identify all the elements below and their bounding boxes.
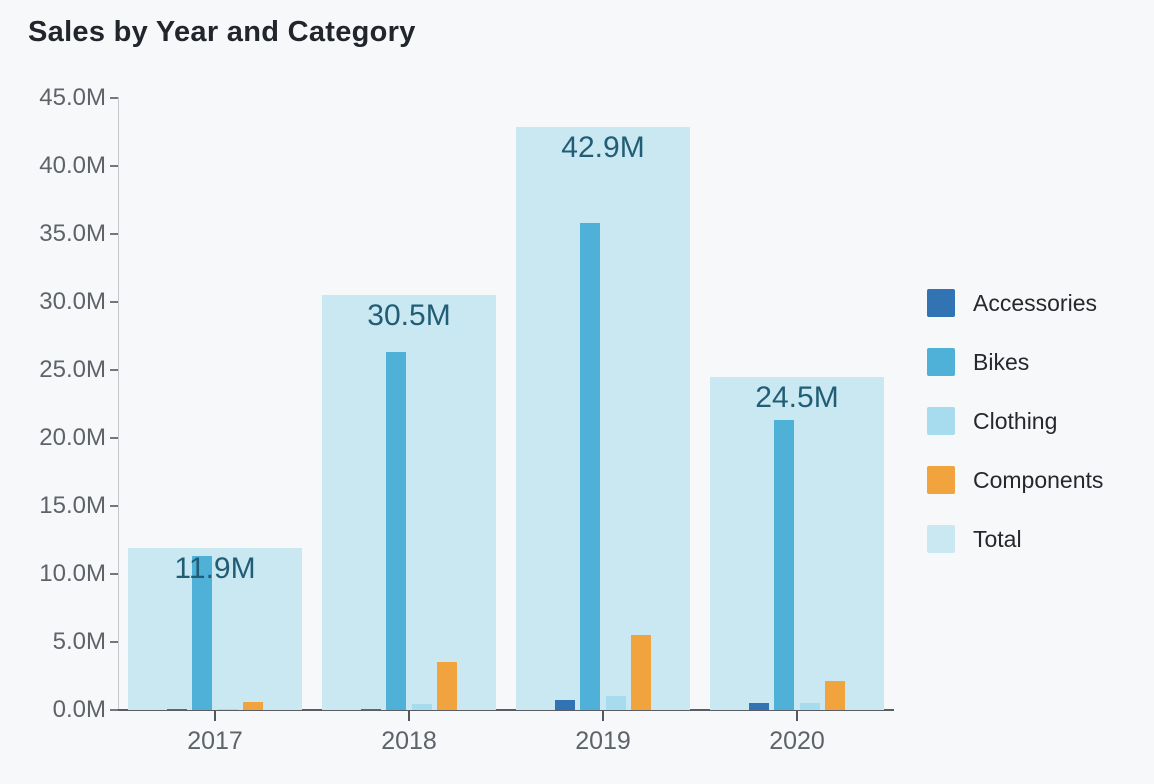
y-tick-label: 20.0M [39,424,106,451]
y-tick-label: 40.0M [39,152,106,179]
y-tick-mark [110,641,118,643]
bar-accessories-2018[interactable] [360,708,381,710]
bar-clothing-2018[interactable] [411,703,432,710]
y-axis-line [118,97,119,710]
legend-label-bikes: Bikes [973,348,1030,375]
bar-total-2017[interactable] [128,548,302,710]
legend-item-total[interactable]: Total [927,525,1103,553]
bar-clothing-2019[interactable] [605,696,626,710]
legend-item-accessories[interactable]: Accessories [927,289,1103,317]
x-tick-label-2020: 2020 [769,727,825,755]
total-value-label-2020: 24.5M [755,380,839,414]
bar-components-2019[interactable] [631,635,652,710]
legend-label-accessories: Accessories [973,289,1097,316]
y-tick-mark [110,233,118,235]
bar-clothing-2017[interactable] [217,709,238,710]
bar-accessories-2020[interactable] [748,703,769,710]
y-tick-label: 5.0M [52,628,106,655]
y-tick-mark [110,709,118,711]
y-tick-label: 0.0M [52,696,106,723]
y-tick-mark [110,369,118,371]
y-tick-label: 25.0M [39,356,106,383]
legend: Accessories Bikes Clothing Components Total [927,289,1103,584]
bar-total-2020[interactable] [710,376,884,710]
bar-bikes-2018[interactable] [386,352,407,710]
bar-bikes-2017[interactable] [192,556,213,710]
x-tick-label-2017: 2017 [187,727,243,755]
total-value-label-2017: 11.9M [174,552,256,586]
y-tick-label: 30.0M [39,288,106,315]
legend-label-total: Total [973,525,1022,552]
x-tick-mark [796,711,798,721]
y-tick-label: 15.0M [39,492,106,519]
legend-swatch-components [927,466,955,494]
bar-accessories-2017[interactable] [166,708,187,710]
x-tick-label-2019: 2019 [575,727,631,755]
x-tick-mark [214,711,216,721]
x-tick-mark [602,711,604,721]
y-tick-label: 45.0M [39,84,106,111]
bar-accessories-2019[interactable] [554,700,575,710]
y-tick-mark [110,165,118,167]
y-tick-mark [110,573,118,575]
bar-total-2019[interactable] [516,126,690,710]
bar-bikes-2019[interactable] [580,223,601,710]
chart-title: Sales by Year and Category [28,16,416,48]
y-tick-mark [110,97,118,99]
legend-label-components: Components [973,466,1104,493]
x-axis-line [110,709,894,711]
bar-total-2018[interactable] [322,295,496,710]
legend-swatch-clothing [927,407,955,435]
legend-swatch-total [927,525,955,553]
legend-label-clothing: Clothing [973,407,1058,434]
y-tick-label: 10.0M [39,560,106,587]
y-tick-mark [110,505,118,507]
y-tick-mark [110,301,118,303]
legend-item-components[interactable]: Components [927,466,1103,494]
x-tick-label-2018: 2018 [381,727,437,755]
total-value-label-2019: 42.9M [561,130,645,164]
bar-components-2020[interactable] [825,681,846,710]
y-tick-mark [110,437,118,439]
bar-bikes-2020[interactable] [774,420,795,710]
x-tick-mark [408,711,410,721]
bar-components-2018[interactable] [437,662,458,710]
legend-swatch-accessories [927,289,955,317]
legend-swatch-bikes [927,348,955,376]
legend-item-clothing[interactable]: Clothing [927,407,1103,435]
total-value-label-2018: 30.5M [367,299,451,333]
y-tick-label: 35.0M [39,220,106,247]
legend-item-bikes[interactable]: Bikes [927,348,1103,376]
bar-components-2017[interactable] [243,701,264,710]
bar-clothing-2020[interactable] [799,703,820,710]
